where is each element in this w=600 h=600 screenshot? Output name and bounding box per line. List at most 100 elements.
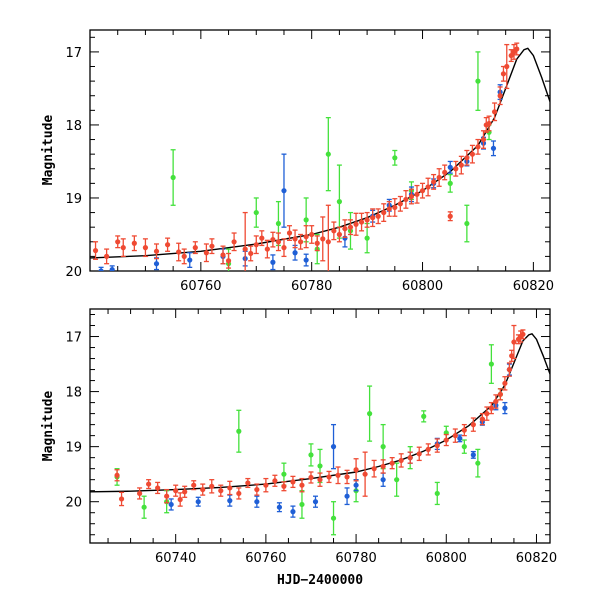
red-data-point (342, 219, 348, 239)
red-data-point (227, 480, 233, 496)
red-data-point (253, 235, 259, 255)
blue-data-point (281, 153, 287, 228)
red-data-point (177, 492, 183, 507)
red-data-point (344, 469, 350, 485)
red-data-point (331, 221, 337, 241)
red-data-point (389, 457, 395, 470)
green-data-point (434, 481, 440, 506)
red-data-point (493, 394, 499, 409)
red-data-point (220, 245, 226, 265)
red-data-point (281, 481, 287, 492)
red-data-point (242, 211, 248, 271)
red-data-point (397, 195, 403, 212)
green-data-point (253, 197, 259, 228)
red-data-point (408, 188, 415, 205)
red-data-point (479, 412, 485, 426)
blue-data-point (290, 505, 296, 518)
red-data-point (200, 483, 206, 496)
red-data-point (120, 238, 126, 258)
x-tick-label: 60820 (516, 551, 557, 566)
red-data-point (491, 102, 498, 122)
green-data-point (488, 344, 494, 384)
top-axis-ticks: 60760 60780 60800 60820 17 18 19 20 (65, 30, 554, 294)
red-data-point (114, 469, 120, 482)
red-data-point (275, 232, 282, 252)
red-data-point (314, 235, 320, 252)
green-data-point (421, 410, 427, 423)
red-data-point (475, 138, 481, 155)
red-data-point (286, 225, 293, 241)
red-data-point (335, 466, 341, 485)
green-data-point (367, 385, 373, 442)
red-data-point (452, 428, 458, 443)
red-data-point (497, 86, 503, 106)
y-tick-label: 19 (65, 192, 82, 207)
green-data-point (308, 443, 314, 467)
model-curve-line (90, 47, 550, 259)
y-tick-label: 20 (65, 265, 82, 280)
red-data-point (506, 362, 513, 377)
red-data-point (453, 160, 459, 177)
blue-data-point (187, 252, 193, 268)
green-data-point (141, 495, 147, 519)
red-data-point (353, 212, 359, 236)
red-data-point (434, 438, 440, 453)
red-data-point (431, 173, 437, 190)
red-data-point (509, 349, 515, 362)
green-data-point (364, 222, 370, 254)
green-data-point (461, 439, 467, 454)
red-data-point (392, 198, 398, 217)
blue-data-point (168, 498, 174, 511)
x-tick-label: 60800 (402, 279, 443, 294)
y-tick-label: 17 (65, 46, 82, 61)
red-data-point (248, 245, 254, 262)
bottom-y-axis-label: Magnitude (41, 391, 56, 462)
red-data-point (164, 237, 171, 252)
red-data-point (497, 388, 503, 401)
red-data-point (464, 149, 470, 166)
red-data-point (353, 458, 359, 482)
red-data-point (407, 451, 413, 464)
blue-data-point (457, 434, 463, 443)
red-data-point (458, 155, 464, 175)
green-data-point (394, 462, 400, 497)
red-data-point (436, 168, 442, 187)
blue-data-point (303, 253, 309, 267)
bottom-data-points (114, 324, 526, 536)
red-data-point (182, 485, 188, 498)
red-data-point (299, 477, 305, 493)
x-tick-label: 60760 (245, 551, 286, 566)
red-data-point (419, 182, 426, 199)
red-data-point (164, 488, 170, 504)
red-data-point (146, 479, 152, 490)
red-data-point (380, 459, 386, 474)
red-data-point (259, 230, 265, 247)
green-data-point (475, 51, 481, 111)
bottom-axis-ticks: 60740 60760 60780 60800 60820 17 18 19 20 (65, 309, 557, 566)
red-data-point (137, 487, 143, 500)
x-tick-label: 60760 (180, 279, 221, 294)
red-data-point (118, 491, 125, 507)
red-data-point (375, 208, 381, 225)
blue-data-point (153, 257, 160, 271)
blue-data-point (470, 450, 476, 459)
blue-data-point (109, 265, 115, 271)
y-tick-label: 18 (65, 119, 82, 134)
red-data-point (142, 238, 149, 258)
red-data-point (484, 406, 490, 421)
blue-data-point (227, 494, 233, 507)
top-data-points (92, 42, 520, 271)
blue-data-point (98, 266, 104, 271)
red-data-point (358, 212, 365, 232)
red-data-point (292, 229, 298, 249)
blue-data-point (312, 495, 319, 508)
red-data-point (231, 232, 237, 252)
red-data-point (298, 233, 304, 250)
red-data-point (486, 115, 492, 132)
red-data-point (469, 144, 476, 164)
green-data-point (330, 501, 337, 536)
blue-data-point (490, 140, 497, 157)
red-data-point (461, 423, 467, 437)
red-data-point (320, 216, 326, 262)
